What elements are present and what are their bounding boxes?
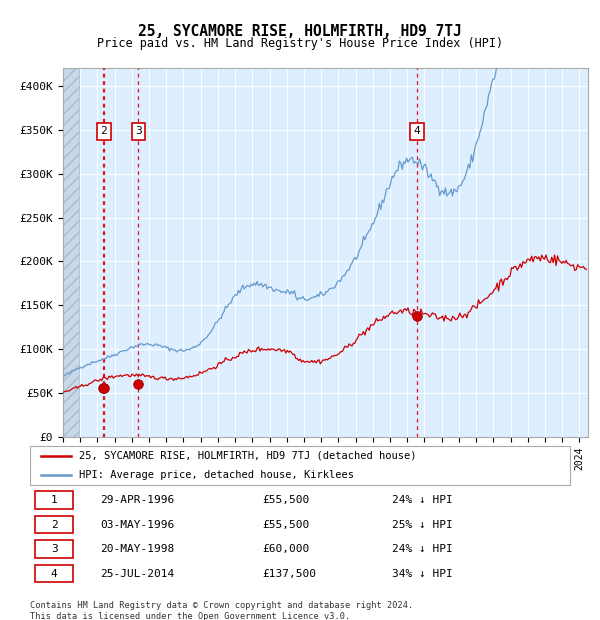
Text: 24% ↓ HPI: 24% ↓ HPI bbox=[392, 544, 452, 554]
Text: 25, SYCAMORE RISE, HOLMFIRTH, HD9 7TJ (detached house): 25, SYCAMORE RISE, HOLMFIRTH, HD9 7TJ (d… bbox=[79, 451, 416, 461]
Text: £55,500: £55,500 bbox=[262, 520, 310, 529]
Text: 2: 2 bbox=[51, 520, 58, 529]
Text: 3: 3 bbox=[135, 126, 142, 136]
FancyBboxPatch shape bbox=[35, 541, 73, 558]
Text: HPI: Average price, detached house, Kirklees: HPI: Average price, detached house, Kirk… bbox=[79, 470, 353, 480]
FancyBboxPatch shape bbox=[35, 565, 73, 582]
Text: 25, SYCAMORE RISE, HOLMFIRTH, HD9 7TJ: 25, SYCAMORE RISE, HOLMFIRTH, HD9 7TJ bbox=[138, 24, 462, 38]
Text: 25% ↓ HPI: 25% ↓ HPI bbox=[392, 520, 452, 529]
Text: 4: 4 bbox=[51, 569, 58, 578]
Text: £137,500: £137,500 bbox=[262, 569, 316, 578]
Text: 03-MAY-1996: 03-MAY-1996 bbox=[100, 520, 175, 529]
Text: £55,500: £55,500 bbox=[262, 495, 310, 505]
FancyBboxPatch shape bbox=[30, 446, 570, 485]
Text: Contains HM Land Registry data © Crown copyright and database right 2024.: Contains HM Land Registry data © Crown c… bbox=[30, 601, 413, 611]
Text: 3: 3 bbox=[51, 544, 58, 554]
Text: £60,000: £60,000 bbox=[262, 544, 310, 554]
Text: 24% ↓ HPI: 24% ↓ HPI bbox=[392, 495, 452, 505]
Text: 25-JUL-2014: 25-JUL-2014 bbox=[100, 569, 175, 578]
Text: This data is licensed under the Open Government Licence v3.0.: This data is licensed under the Open Gov… bbox=[30, 612, 350, 620]
Text: 20-MAY-1998: 20-MAY-1998 bbox=[100, 544, 175, 554]
Bar bbox=[63, 68, 79, 437]
Text: 4: 4 bbox=[413, 126, 420, 136]
FancyBboxPatch shape bbox=[35, 516, 73, 533]
Text: 34% ↓ HPI: 34% ↓ HPI bbox=[392, 569, 452, 578]
FancyBboxPatch shape bbox=[35, 492, 73, 509]
Text: 2: 2 bbox=[100, 126, 107, 136]
Text: 29-APR-1996: 29-APR-1996 bbox=[100, 495, 175, 505]
Text: Price paid vs. HM Land Registry's House Price Index (HPI): Price paid vs. HM Land Registry's House … bbox=[97, 37, 503, 50]
Text: 1: 1 bbox=[51, 495, 58, 505]
